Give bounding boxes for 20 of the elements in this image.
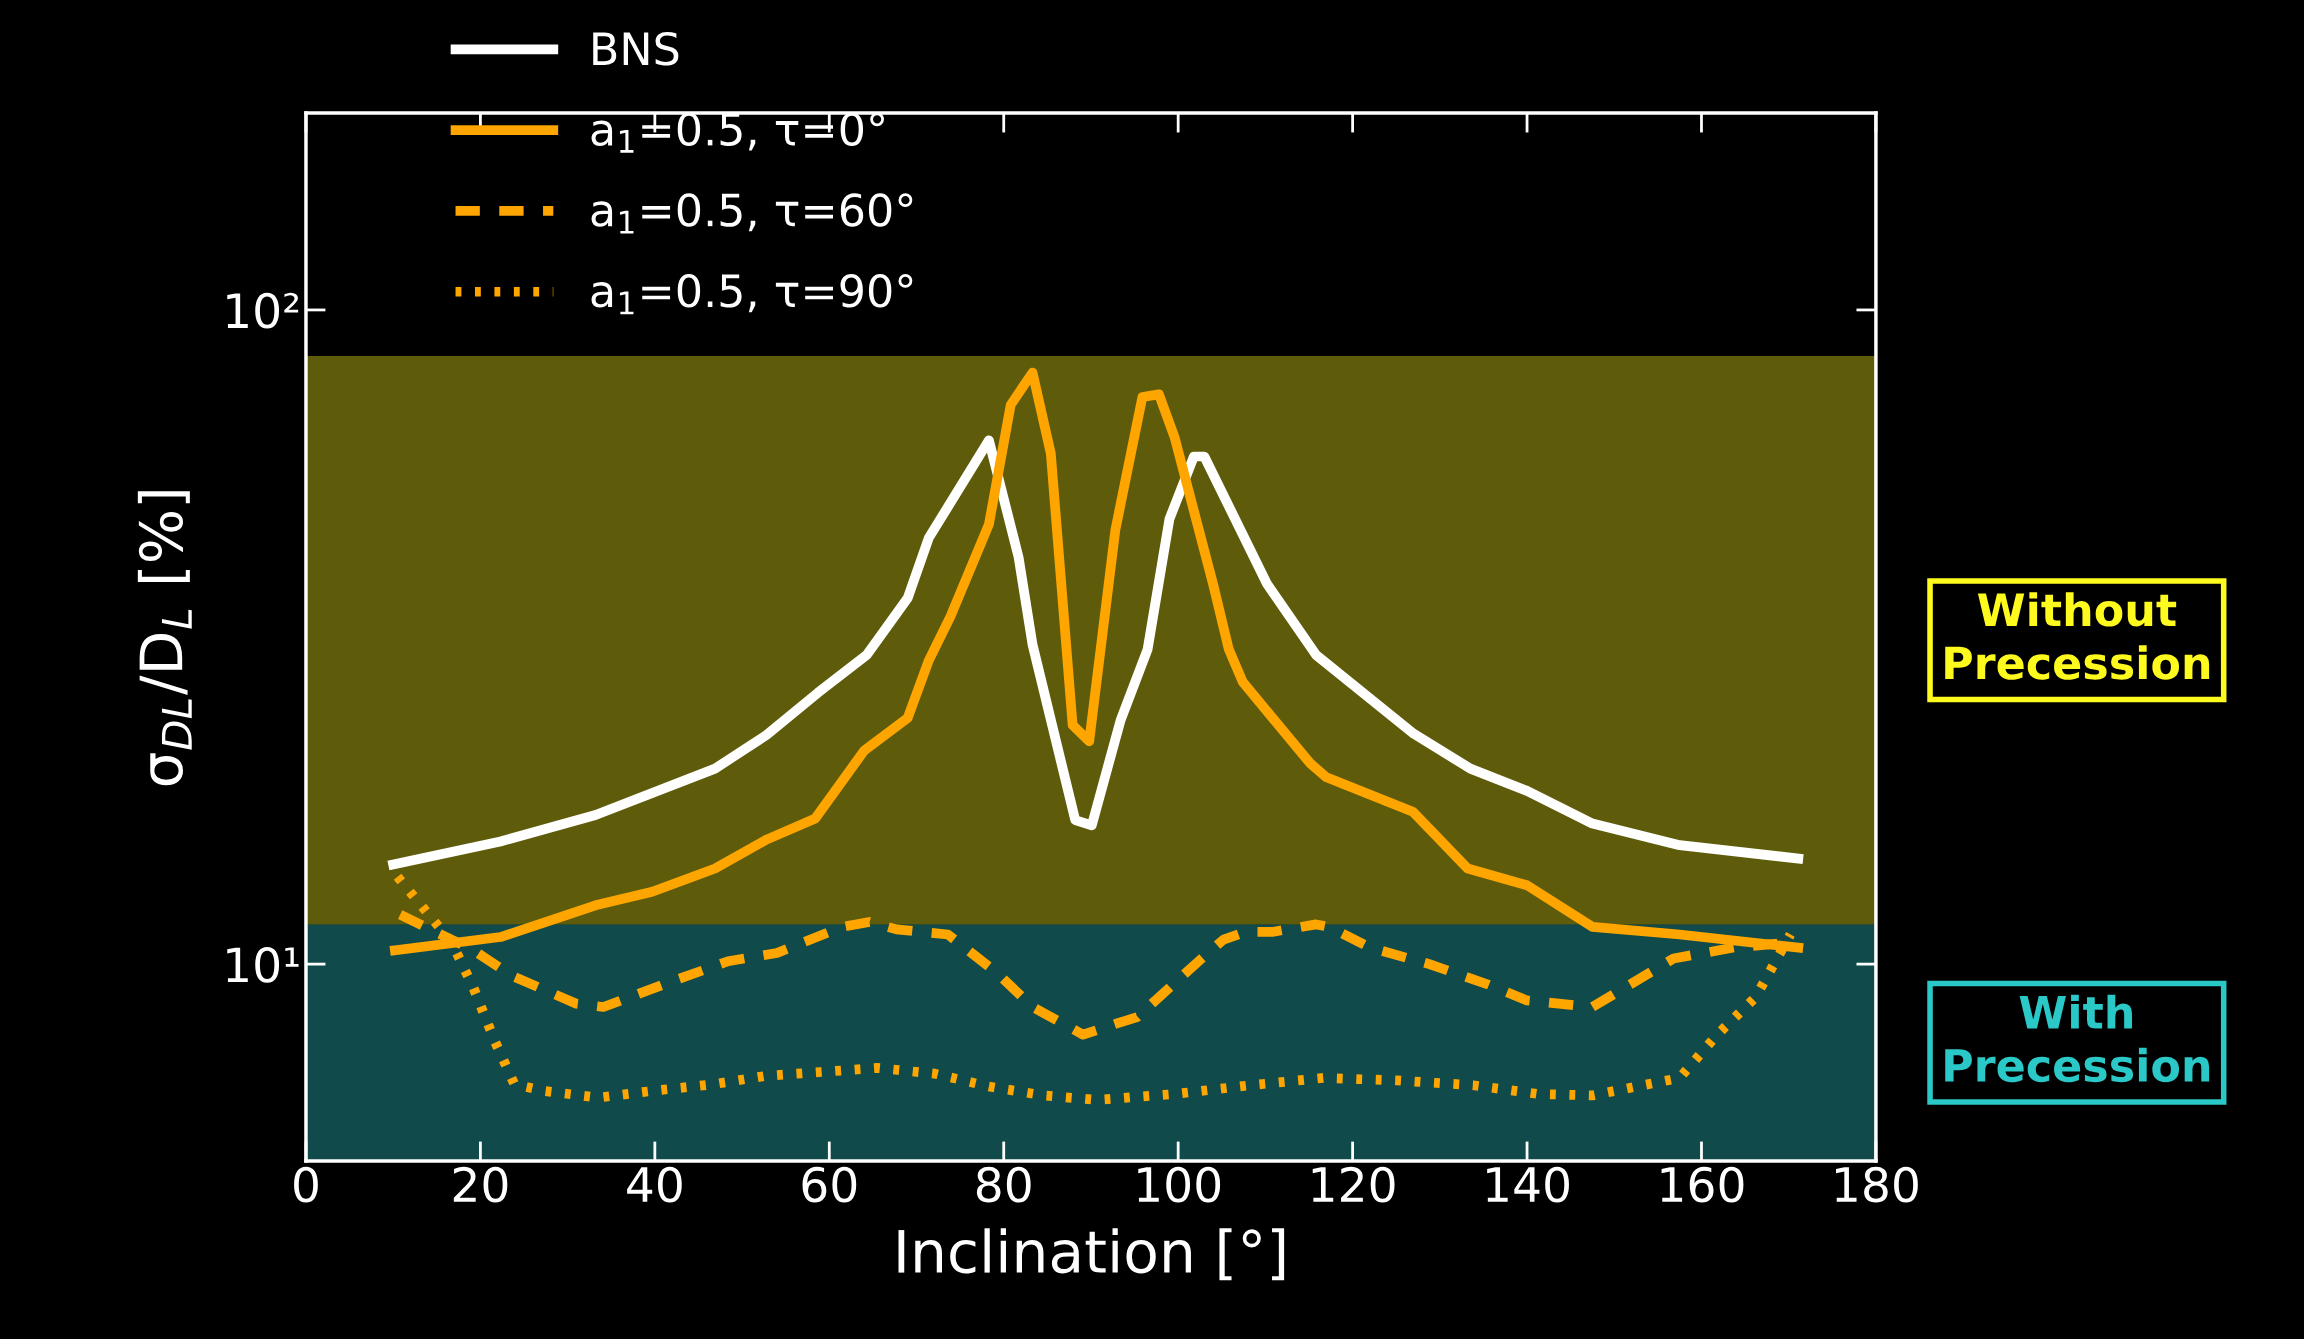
band-label: With Precession <box>1945 994 2210 1083</box>
x-tick-label: 40 <box>627 1166 682 1203</box>
x-axis-title: Inclination [°] <box>898 1228 1285 1281</box>
legend-label: a$_{1}$=0.5, τ=0° <box>591 112 884 153</box>
x-tick-label: 100 <box>1138 1166 1221 1203</box>
x-tick-label: 80 <box>976 1166 1031 1203</box>
x-tick-label: 180 <box>1836 1166 1918 1203</box>
band-label: Without Precession <box>1945 592 2210 680</box>
x-tick-label: 160 <box>1661 1166 1744 1203</box>
y-tick-label: 10² <box>227 292 299 329</box>
x-tick-label: 120 <box>1312 1166 1395 1203</box>
x-tick-label: 140 <box>1487 1166 1569 1203</box>
y-axis-title: σ$_{DL}$/D$_{L}$ [%] <box>137 491 192 786</box>
x-tick-label: 20 <box>453 1166 508 1203</box>
legend-label: BNS <box>593 31 679 66</box>
x-tick-label: 0 <box>294 1166 318 1203</box>
legend-label: a$_{1}$=0.5, τ=90° <box>591 273 913 315</box>
y-tick-label: 10¹ <box>227 947 299 983</box>
legend-label: a$_{1}$=0.5, τ=60° <box>591 193 913 234</box>
x-tick-label: 60 <box>802 1166 857 1203</box>
